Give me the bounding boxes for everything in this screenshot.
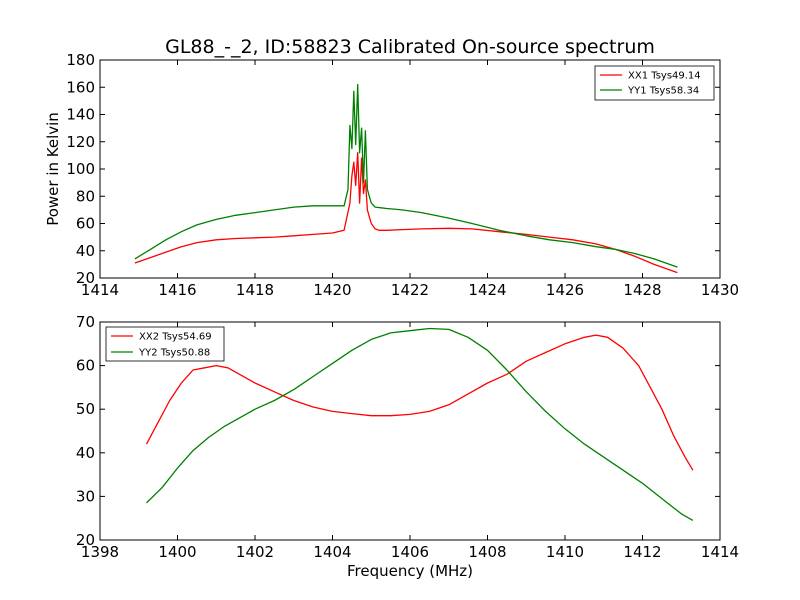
- top-plot-x-tick-label: 1426: [546, 281, 584, 299]
- bottom-plot-y-tick-label: 70: [76, 313, 95, 331]
- top-plot-y-tick-label: 160: [66, 78, 95, 96]
- top-legend-box: [594, 65, 715, 101]
- top-plot-y-tick-label: 180: [66, 51, 95, 69]
- top-plot-x-tick-label: 1420: [313, 281, 351, 299]
- top-plot-series-xx1-line: [134, 152, 678, 274]
- bottom-plot-x-tick-label: 1398: [81, 543, 119, 561]
- bottom-plot-x-tick-label: 1408: [468, 543, 506, 561]
- top-plot-y-tick-label: 60: [76, 215, 95, 233]
- top-plot-y-ticks: 20 40 60 80 100 120 140 160 180: [66, 51, 720, 287]
- top-plot-series-group: [134, 83, 678, 274]
- bottom-plot-y-tick-label: 60: [76, 357, 95, 375]
- top-plot-y-tick-label: 40: [76, 242, 95, 260]
- figure-title: GL88_-_2, ID:58823 Calibrated On-source …: [165, 36, 655, 58]
- bottom-legend-box: [105, 326, 225, 362]
- bottom-plot-x-ticks: 1398 1400 1402 1404 1406 1408 1410 1412 1414: [81, 322, 739, 561]
- top-plot-y-tick-label: 100: [66, 160, 95, 178]
- top-plot-y-tick-label: 20: [76, 269, 95, 287]
- bottom-plot-x-tick-label: 1404: [313, 543, 351, 561]
- bottom-legend-label-yy2: YY2 Tsys50.88: [138, 348, 210, 359]
- bottom-plot-y-tick-label: 50: [76, 400, 95, 418]
- bottom-plot-series-xx2-line: [145, 334, 694, 471]
- top-plot-series-yy1-line: [134, 83, 678, 268]
- bottom-plot-y-ticks: 20 30 40 50 60 70: [76, 313, 720, 549]
- top-plot-x-ticks: 1414 1416 1418 1420 1422 1424 1426 1428 1430: [81, 60, 739, 299]
- top-plot-y-tick-label: 80: [76, 187, 95, 205]
- top-plot-x-tick-label: 1430: [701, 281, 739, 299]
- top-plot-x-tick-label: 1414: [81, 281, 119, 299]
- top-spectrum-plot: 1414 1416 1418 1420 1422 1424 1426 1428 1430 20 4…: [44, 51, 739, 299]
- bottom-plot-x-tick-label: 1410: [546, 543, 584, 561]
- top-plot-x-tick-label: 1428: [623, 281, 661, 299]
- bottom-plot-x-tick-label: 1402: [236, 543, 274, 561]
- top-plot-y-tick-label: 140: [66, 106, 95, 124]
- bottom-plot-series-yy2-line: [146, 327, 694, 521]
- top-plot-x-tick-label: 1416: [158, 281, 196, 299]
- bottom-legend-label-xx2: XX2 Tsys54.69: [139, 332, 212, 343]
- bottom-plot-x-tick-label: 1414: [701, 543, 739, 561]
- bottom-plot-y-tick-label: 30: [76, 487, 95, 505]
- bottom-plot-x-axis-label: Frequency (MHz): [347, 562, 473, 580]
- bottom-plot-x-tick-label: 1412: [623, 543, 661, 561]
- bottom-plot-x-tick-label: 1406: [391, 543, 429, 561]
- bottom-plot-series-group: [145, 327, 694, 521]
- top-plot-y-tick-label: 120: [66, 133, 95, 151]
- top-plot-y-axis-label: Power in Kelvin: [44, 112, 62, 226]
- bottom-plot-y-tick-label: 40: [76, 444, 95, 462]
- bottom-spectrum-plot: 1398 1400 1402 1404 1406 1408 1410 1412 1414 20 3…: [76, 313, 739, 580]
- bottom-plot-y-tick-label: 20: [76, 531, 95, 549]
- bottom-plot-x-tick-label: 1400: [158, 543, 196, 561]
- top-legend-label-yy1: YY1 Tsys58.34: [627, 86, 699, 97]
- top-plot-legend: XX1 Tsys49.14 YY1 Tsys58.34: [594, 65, 715, 101]
- top-plot-x-tick-label: 1424: [468, 281, 506, 299]
- top-plot-x-tick-label: 1418: [236, 281, 274, 299]
- top-legend-label-xx1: XX1 Tsys49.14: [628, 71, 701, 82]
- top-plot-x-tick-label: 1422: [391, 281, 429, 299]
- bottom-plot-legend: XX2 Tsys54.69 YY2 Tsys50.88: [105, 326, 225, 362]
